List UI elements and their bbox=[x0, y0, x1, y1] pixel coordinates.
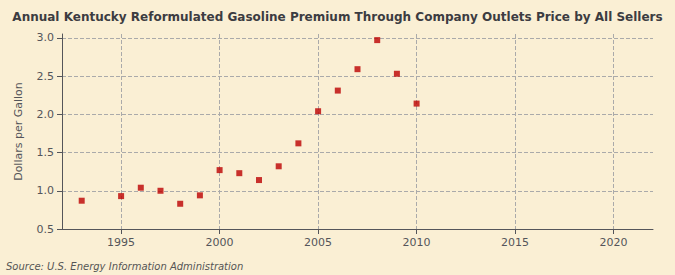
svg-text:2020: 2020 bbox=[600, 236, 628, 249]
svg-text:0.5: 0.5 bbox=[37, 223, 55, 236]
svg-text:3.0: 3.0 bbox=[37, 31, 55, 44]
svg-text:1.0: 1.0 bbox=[37, 184, 55, 197]
svg-text:2010: 2010 bbox=[403, 236, 431, 249]
svg-text:2.5: 2.5 bbox=[37, 70, 55, 83]
svg-text:2000: 2000 bbox=[206, 236, 234, 249]
svg-text:Annual Kentucky Reformulated G: Annual Kentucky Reformulated Gasoline Pr… bbox=[12, 10, 662, 24]
svg-text:2005: 2005 bbox=[304, 236, 332, 249]
svg-text:1995: 1995 bbox=[107, 236, 135, 249]
svg-text:1.5: 1.5 bbox=[37, 146, 55, 159]
svg-text:Dollars per Gallon: Dollars per Gallon bbox=[12, 82, 25, 181]
svg-text:Source: U.S. Energy Informatio: Source: U.S. Energy Information Administ… bbox=[6, 261, 243, 272]
svg-text:2015: 2015 bbox=[501, 236, 529, 249]
svg-text:2.0: 2.0 bbox=[37, 108, 55, 121]
